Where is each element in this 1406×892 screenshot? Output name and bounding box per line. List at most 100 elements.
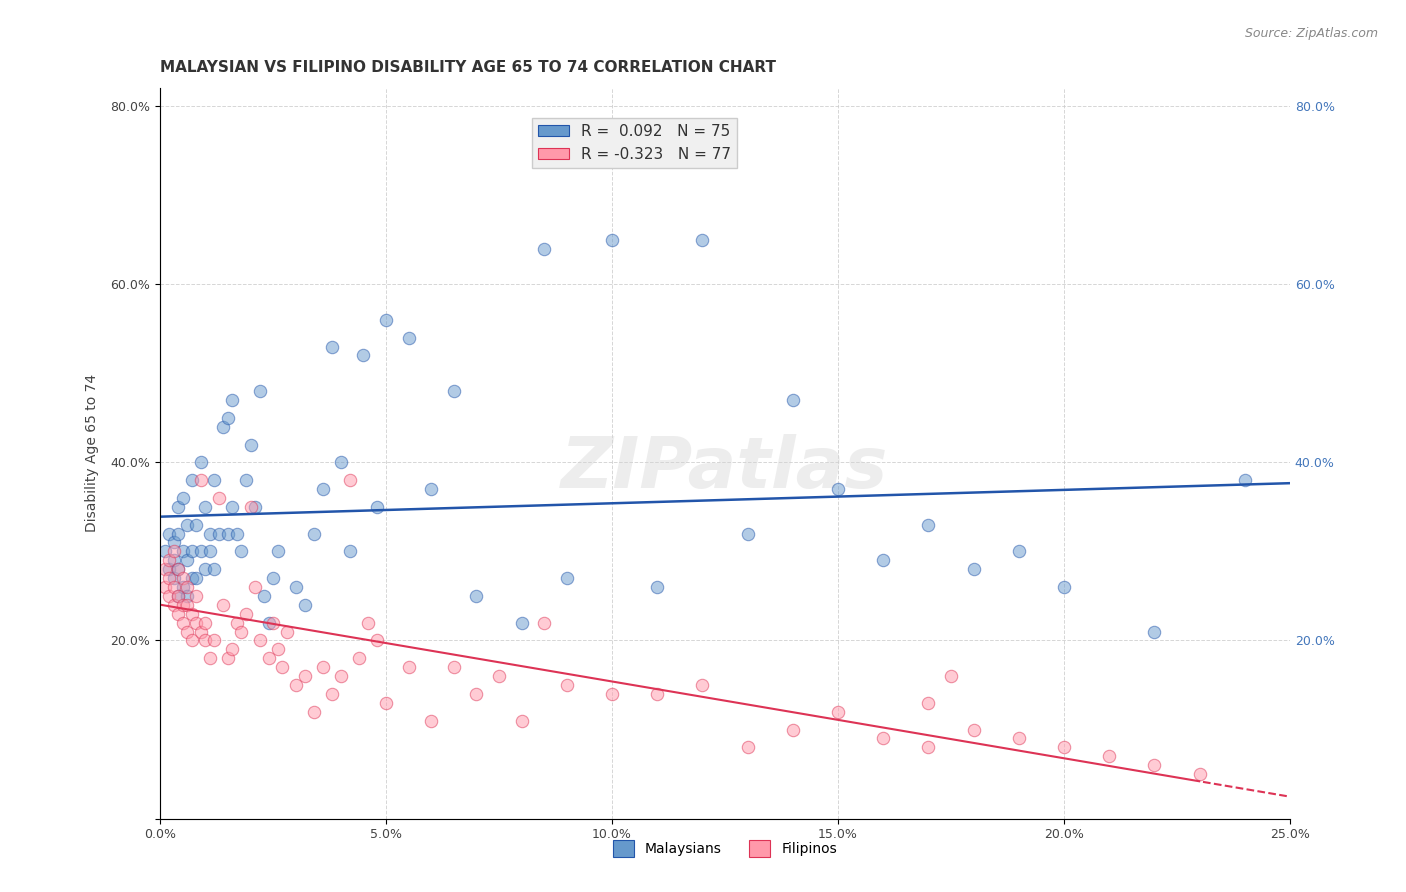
Point: [186, 571, 208, 585]
Point: [294, 598, 316, 612]
Point: [202, 633, 225, 648]
Point: [202, 473, 225, 487]
Point: [600, 233, 623, 247]
Point: [167, 589, 190, 603]
Point: [249, 633, 271, 648]
Point: [172, 598, 194, 612]
Point: [645, 687, 668, 701]
Point: [221, 392, 243, 407]
Point: [249, 384, 271, 398]
Point: [231, 544, 253, 558]
Point: [443, 660, 465, 674]
Point: [827, 705, 849, 719]
Point: [375, 313, 398, 327]
Point: [190, 473, 212, 487]
Point: [208, 526, 231, 541]
Point: [600, 687, 623, 701]
Point: [420, 714, 443, 728]
Point: [190, 455, 212, 469]
Point: [533, 615, 555, 630]
Point: [157, 553, 180, 567]
Point: [262, 615, 284, 630]
Point: [510, 714, 533, 728]
Point: [202, 562, 225, 576]
Point: [257, 651, 280, 665]
Point: [172, 491, 194, 505]
Point: [692, 233, 714, 247]
Point: [217, 410, 239, 425]
Point: [329, 669, 352, 683]
Point: [917, 517, 939, 532]
Text: Source: ZipAtlas.com: Source: ZipAtlas.com: [1244, 27, 1378, 40]
Point: [180, 544, 202, 558]
Point: [294, 669, 316, 683]
Point: [239, 500, 262, 514]
Point: [347, 651, 370, 665]
Point: [266, 642, 288, 657]
Point: [180, 473, 202, 487]
Point: [190, 544, 212, 558]
Point: [366, 500, 388, 514]
Point: [167, 562, 190, 576]
Point: [827, 482, 849, 496]
Point: [366, 633, 388, 648]
Point: [167, 500, 190, 514]
Point: [398, 660, 420, 674]
Point: [212, 419, 235, 434]
Point: [172, 544, 194, 558]
Point: [167, 526, 190, 541]
Point: [221, 642, 243, 657]
Point: [872, 731, 894, 746]
Point: [226, 615, 249, 630]
Point: [284, 678, 307, 692]
Point: [243, 580, 266, 594]
Point: [239, 437, 262, 451]
Point: [157, 589, 180, 603]
Point: [180, 607, 202, 621]
Point: [167, 562, 190, 576]
Point: [198, 526, 221, 541]
Point: [692, 678, 714, 692]
Point: [172, 571, 194, 585]
Point: [1188, 767, 1211, 781]
Point: [782, 392, 804, 407]
Point: [443, 384, 465, 398]
Point: [163, 553, 186, 567]
Point: [302, 705, 325, 719]
Point: [194, 500, 217, 514]
Point: [872, 553, 894, 567]
Point: [231, 624, 253, 639]
Point: [180, 633, 202, 648]
Point: [645, 580, 668, 594]
Point: [329, 455, 352, 469]
Point: [375, 696, 398, 710]
Point: [176, 517, 198, 532]
Point: [163, 571, 186, 585]
Point: [176, 580, 198, 594]
Point: [555, 571, 578, 585]
Point: [465, 589, 488, 603]
Point: [555, 678, 578, 692]
Point: [357, 615, 380, 630]
Point: [208, 491, 231, 505]
Point: [1233, 473, 1256, 487]
Point: [186, 517, 208, 532]
Point: [266, 544, 288, 558]
Point: [1143, 624, 1166, 639]
Point: [163, 535, 186, 549]
Point: [212, 598, 235, 612]
Point: [157, 571, 180, 585]
Point: [194, 633, 217, 648]
Point: [962, 723, 984, 737]
Point: [176, 589, 198, 603]
Point: [737, 740, 759, 755]
Point: [163, 544, 186, 558]
Point: [190, 624, 212, 639]
Point: [1008, 731, 1031, 746]
Point: [962, 562, 984, 576]
Point: [217, 526, 239, 541]
Point: [153, 562, 176, 576]
Point: [339, 473, 361, 487]
Point: [186, 589, 208, 603]
Point: [186, 615, 208, 630]
